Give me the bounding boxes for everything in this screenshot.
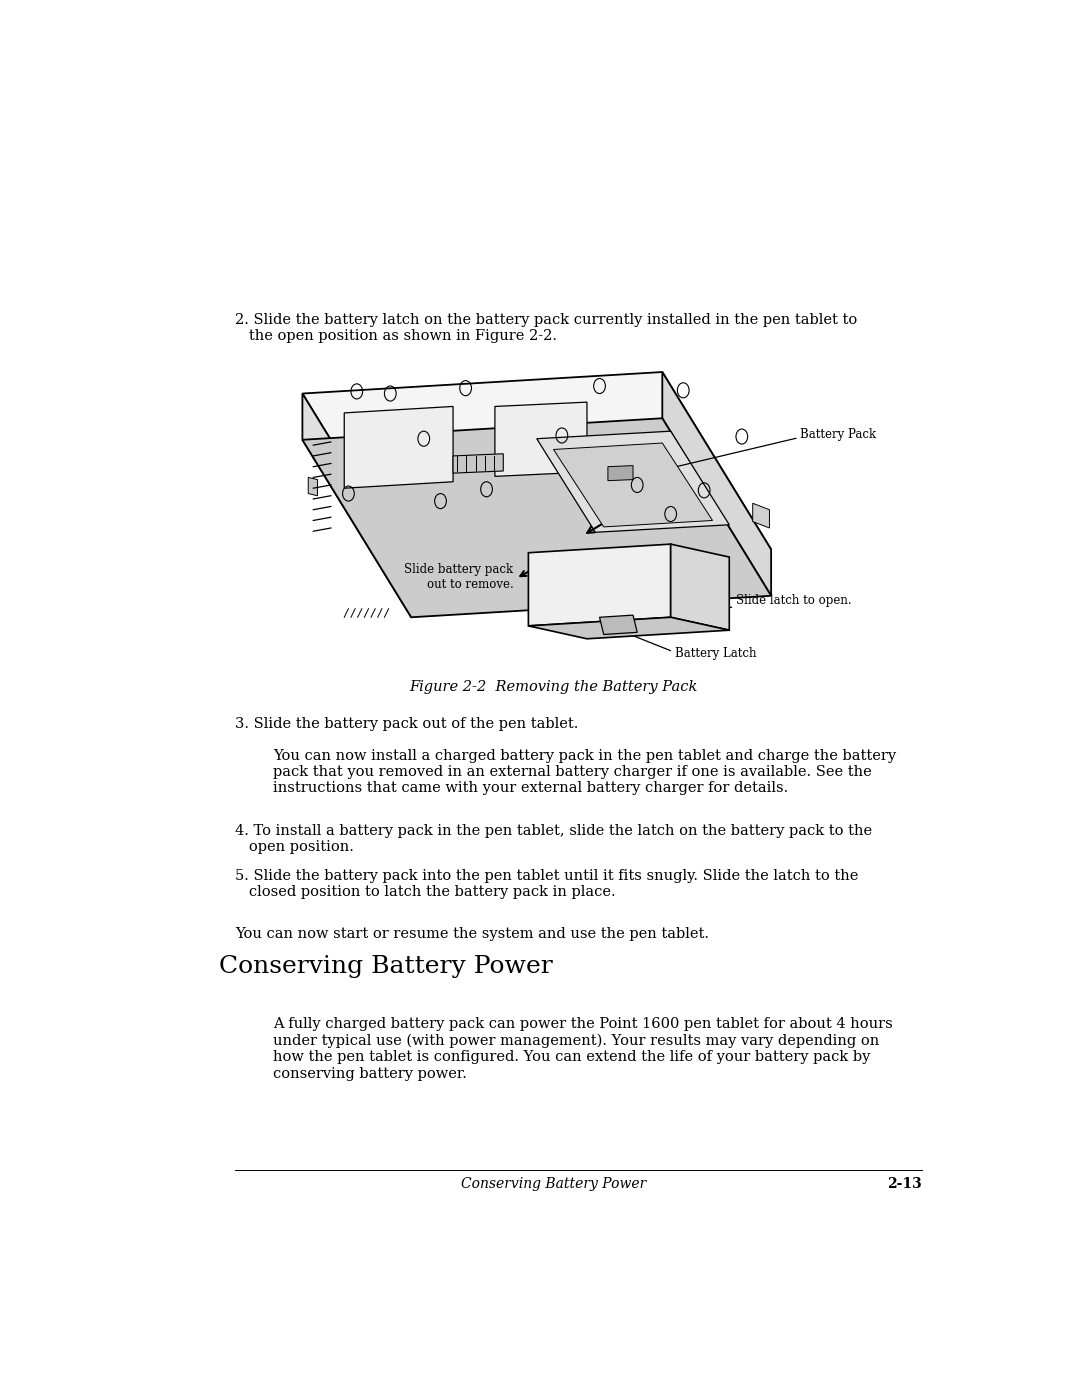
Text: 3. Slide the battery pack out of the pen tablet.: 3. Slide the battery pack out of the pen…	[235, 717, 579, 731]
Text: Slide battery pack
out to remove.: Slide battery pack out to remove.	[404, 563, 513, 591]
Polygon shape	[662, 372, 771, 595]
Text: 4. To install a battery pack in the pen tablet, slide the latch on the battery p: 4. To install a battery pack in the pen …	[235, 824, 873, 854]
Polygon shape	[608, 465, 633, 481]
Polygon shape	[753, 503, 769, 528]
Text: 5. Slide the battery pack into the pen tablet until it fits snugly. Slide the la: 5. Slide the battery pack into the pen t…	[235, 869, 859, 900]
Text: Conserving Battery Power: Conserving Battery Power	[461, 1176, 646, 1190]
Text: 2-13: 2-13	[887, 1176, 922, 1190]
Polygon shape	[302, 394, 411, 617]
Polygon shape	[308, 478, 318, 496]
Text: 2. Slide the battery latch on the battery pack currently installed in the pen ta: 2. Slide the battery latch on the batter…	[235, 313, 858, 344]
Text: You can now install a charged battery pack in the pen tablet and charge the batt: You can now install a charged battery pa…	[273, 749, 896, 795]
Polygon shape	[528, 545, 671, 626]
Text: You can now start or resume the system and use the pen tablet.: You can now start or resume the system a…	[235, 928, 710, 942]
Text: Figure 2-2  Removing the Battery Pack: Figure 2-2 Removing the Battery Pack	[409, 680, 698, 694]
Polygon shape	[554, 443, 713, 527]
Text: Battery Latch: Battery Latch	[675, 647, 756, 661]
Polygon shape	[302, 372, 771, 571]
Polygon shape	[495, 402, 588, 476]
Polygon shape	[345, 407, 454, 488]
Polygon shape	[599, 615, 637, 634]
Text: Conserving Battery Power: Conserving Battery Power	[218, 956, 553, 978]
Polygon shape	[454, 454, 503, 474]
Polygon shape	[528, 617, 729, 638]
Polygon shape	[671, 545, 729, 630]
Text: Slide latch to open.: Slide latch to open.	[735, 594, 852, 606]
Text: A fully charged battery pack can power the Point 1600 pen tablet for about 4 hou: A fully charged battery pack can power t…	[273, 1017, 893, 1080]
Text: Battery Pack: Battery Pack	[800, 427, 877, 441]
Polygon shape	[537, 432, 729, 532]
Polygon shape	[302, 418, 771, 617]
